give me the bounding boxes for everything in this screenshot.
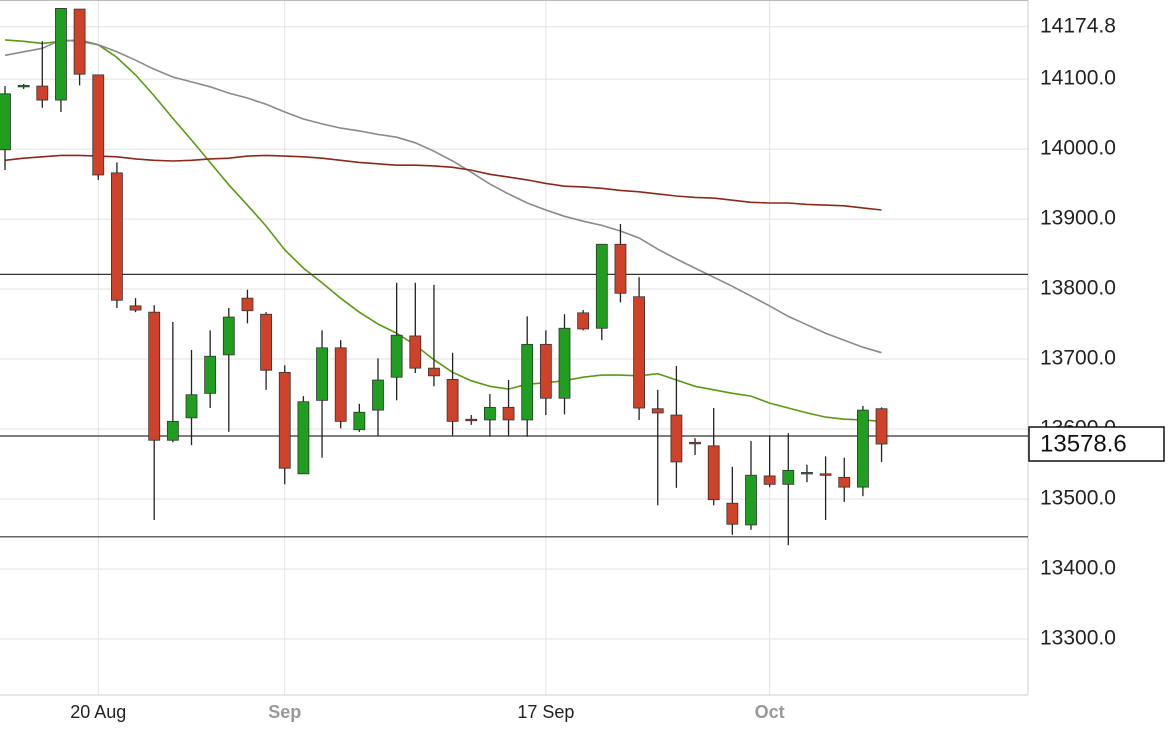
candle-body (819, 473, 832, 476)
x-tick-label: 17 Sep (517, 702, 574, 722)
candle-body (558, 327, 571, 399)
candle-body (483, 406, 496, 421)
candle-body (670, 414, 683, 463)
last-price-box (1028, 426, 1165, 462)
candle-body (726, 502, 739, 525)
candle-body (222, 316, 235, 356)
y-tick-label: 13500.0 (1040, 487, 1116, 510)
candle-body (651, 408, 664, 414)
candle-body (372, 379, 384, 411)
y-tick-label: 13800.0 (1040, 277, 1116, 300)
y-tick-label: 13700.0 (1040, 347, 1116, 370)
candle-body (875, 408, 888, 445)
x-tick-label: Sep (268, 702, 301, 722)
y-tick-label: 13300.0 (1040, 627, 1116, 650)
y-tick-label: 14000.0 (1040, 137, 1116, 160)
candle-body (595, 243, 608, 329)
candle-body (241, 297, 254, 312)
candle-body (577, 312, 590, 330)
candle-body (428, 367, 440, 377)
y-tick-label: 13900.0 (1040, 207, 1116, 230)
candle-body (857, 409, 869, 488)
candle-body (17, 84, 30, 88)
candle-body (745, 474, 757, 526)
candle-body (297, 401, 310, 475)
candle-body (763, 475, 776, 485)
x-tick-label: Oct (755, 702, 785, 722)
candle-body (0, 93, 11, 151)
candle-body (185, 394, 198, 419)
candle-body (148, 311, 161, 441)
candle-body (55, 7, 67, 101)
moving-average-line (4, 154, 882, 211)
candle-body (502, 406, 515, 421)
moving-average-line (4, 39, 882, 354)
candle-body (260, 313, 273, 371)
y-tick-label: 13400.0 (1040, 557, 1116, 580)
candle-body (92, 74, 105, 176)
candle-body (465, 418, 478, 422)
candle-body (278, 371, 291, 469)
candle-body (521, 343, 534, 421)
x-tick-label: 20 Aug (70, 702, 126, 722)
candle-body (166, 420, 179, 441)
candle-body (390, 334, 403, 378)
candle-body (633, 296, 645, 409)
candle-body (801, 472, 813, 475)
moving-average-line (4, 39, 882, 423)
candle-body (614, 243, 627, 294)
candle-body (204, 355, 217, 394)
candle-body (838, 476, 851, 488)
last-price-label: 13578.6 (1040, 430, 1127, 457)
candle-body (353, 411, 366, 431)
candle-body (707, 445, 720, 501)
candle-body (689, 441, 701, 445)
y-tick-label: 14174.8 (1040, 14, 1116, 37)
candle-body (446, 378, 459, 422)
candle-body (36, 85, 49, 101)
y-tick-label: 14100.0 (1040, 67, 1116, 90)
candle-body (409, 335, 422, 369)
candle-body (334, 347, 347, 422)
candle-body (782, 469, 795, 485)
candle-body (316, 347, 328, 401)
candle-body (73, 8, 86, 75)
candle-body (539, 343, 552, 399)
candle-body (111, 172, 123, 301)
candle-body (129, 305, 142, 311)
